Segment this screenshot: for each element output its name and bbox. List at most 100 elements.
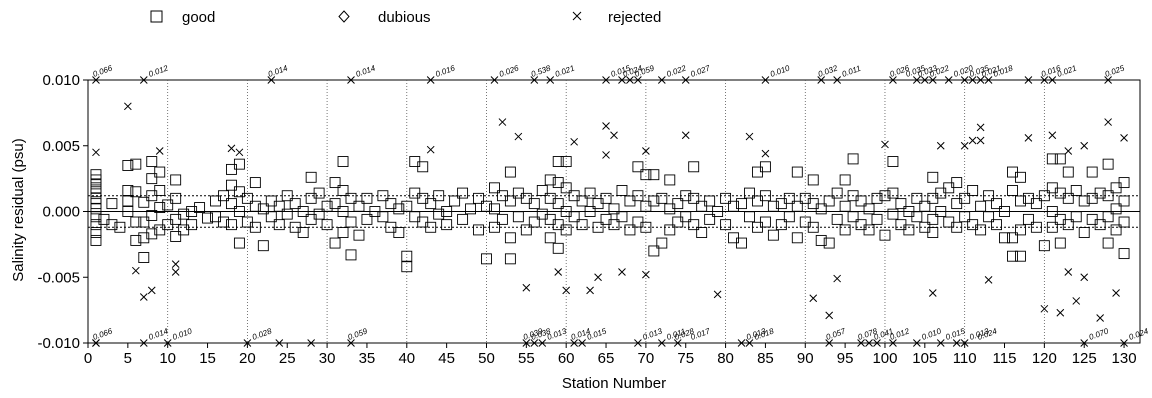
data-point-good: [138, 232, 150, 244]
data-point-good: [616, 211, 628, 223]
data-point-good: [146, 173, 158, 185]
data-point-rejected: [1120, 339, 1128, 347]
data-point-rejected: [602, 122, 610, 130]
data-point-good: [504, 253, 516, 265]
data-point-good: [1094, 219, 1106, 231]
data-point-good: [951, 177, 963, 189]
data-point-good: [313, 208, 325, 220]
data-point-good: [489, 221, 500, 233]
data-point-good: [736, 198, 747, 210]
data-point-rejected: [1040, 304, 1049, 313]
data-point-rejected: [1064, 268, 1073, 276]
data-point-good: [879, 190, 891, 202]
data-point-good: [983, 190, 995, 202]
data-point-good: [1102, 190, 1114, 202]
data-point-rejected: [139, 339, 148, 347]
data-point-good: [823, 237, 835, 249]
clipped-value-label: 0.070: [1088, 326, 1110, 341]
data-point-good: [241, 192, 253, 204]
data-point-rejected: [347, 339, 355, 347]
data-point-good: [146, 209, 158, 221]
data-point-rejected: [865, 339, 873, 347]
data-point-rejected: [833, 76, 842, 84]
data-point-good: [329, 237, 341, 249]
data-point-good: [767, 229, 779, 241]
data-point-good: [544, 232, 556, 244]
x-tick-label: 90: [797, 350, 814, 367]
data-point-good: [345, 192, 357, 204]
data-point-rejected: [1120, 134, 1128, 142]
data-point-good: [361, 192, 373, 204]
data-point-good: [489, 182, 500, 194]
x-tick-label: 80: [717, 350, 734, 367]
data-point-good: [1070, 185, 1082, 196]
data-point-rejected: [514, 132, 523, 141]
data-point-good: [146, 156, 158, 167]
data-point-good: [481, 253, 492, 265]
data-point-good: [1078, 227, 1090, 238]
data-point-good: [935, 206, 947, 217]
data-point-rejected: [817, 76, 826, 84]
data-point-rejected: [928, 289, 937, 297]
data-point-rejected: [618, 268, 626, 276]
data-point-good: [449, 195, 461, 207]
data-point-rejected: [936, 339, 945, 347]
data-point-good: [871, 192, 883, 204]
data-point-good: [106, 219, 118, 231]
data-point-good: [441, 206, 453, 217]
data-point-rejected: [642, 270, 650, 279]
data-point-rejected: [809, 294, 818, 303]
data-point-rejected: [936, 141, 945, 150]
data-point-good: [257, 240, 269, 252]
data-point-good: [90, 178, 102, 190]
x-tick-label: 70: [638, 350, 655, 367]
data-point-good: [680, 190, 692, 202]
data-point-good: [393, 203, 405, 215]
data-point-good: [807, 221, 819, 233]
clipped-value-label: 0.015: [944, 326, 966, 341]
data-point-good: [744, 211, 755, 223]
data-point-rejected: [1104, 76, 1112, 84]
data-point-good: [457, 213, 469, 225]
data-point-rejected: [1056, 308, 1065, 317]
data-point-rejected: [825, 311, 834, 320]
clipped-value-label: 0.024: [1128, 326, 1150, 341]
data-point-rejected: [586, 286, 594, 295]
data-point-good: [879, 229, 891, 241]
data-point-good: [433, 190, 445, 202]
data-point-good: [863, 224, 875, 236]
x-tick-label: 95: [837, 350, 854, 367]
data-point-good: [927, 171, 939, 183]
data-point-good: [791, 200, 803, 212]
data-point-good: [560, 156, 572, 167]
data-point-good: [640, 169, 652, 181]
data-point-good: [90, 211, 102, 223]
data-point-rejected: [235, 148, 244, 157]
data-point-good: [1007, 232, 1018, 244]
data-point-rejected: [131, 266, 140, 275]
data-point-good: [1054, 153, 1066, 165]
data-point-rejected: [976, 123, 985, 132]
data-point-rejected: [570, 339, 579, 347]
data-point-good: [441, 219, 453, 231]
data-point-good: [783, 192, 795, 204]
data-point-good: [847, 211, 859, 223]
data-point-good: [871, 213, 883, 225]
x-tick-label: 125: [1072, 350, 1097, 367]
data-point-good: [959, 211, 971, 223]
data-point-good: [927, 213, 939, 225]
data-point-good: [1046, 153, 1058, 165]
y-tick-label: 0.000: [42, 204, 80, 221]
data-point-good: [528, 198, 540, 210]
data-point-rejected: [912, 339, 921, 347]
data-point-good: [186, 206, 198, 217]
x-tick-label: 0: [84, 350, 92, 367]
data-point-good: [377, 190, 389, 202]
data-point-good: [417, 161, 429, 173]
data-point-good: [592, 221, 604, 233]
data-point-good: [353, 229, 365, 241]
data-point-good: [903, 224, 915, 236]
data-point-good: [154, 166, 166, 178]
clipped-value-label: 0.011: [841, 64, 862, 79]
